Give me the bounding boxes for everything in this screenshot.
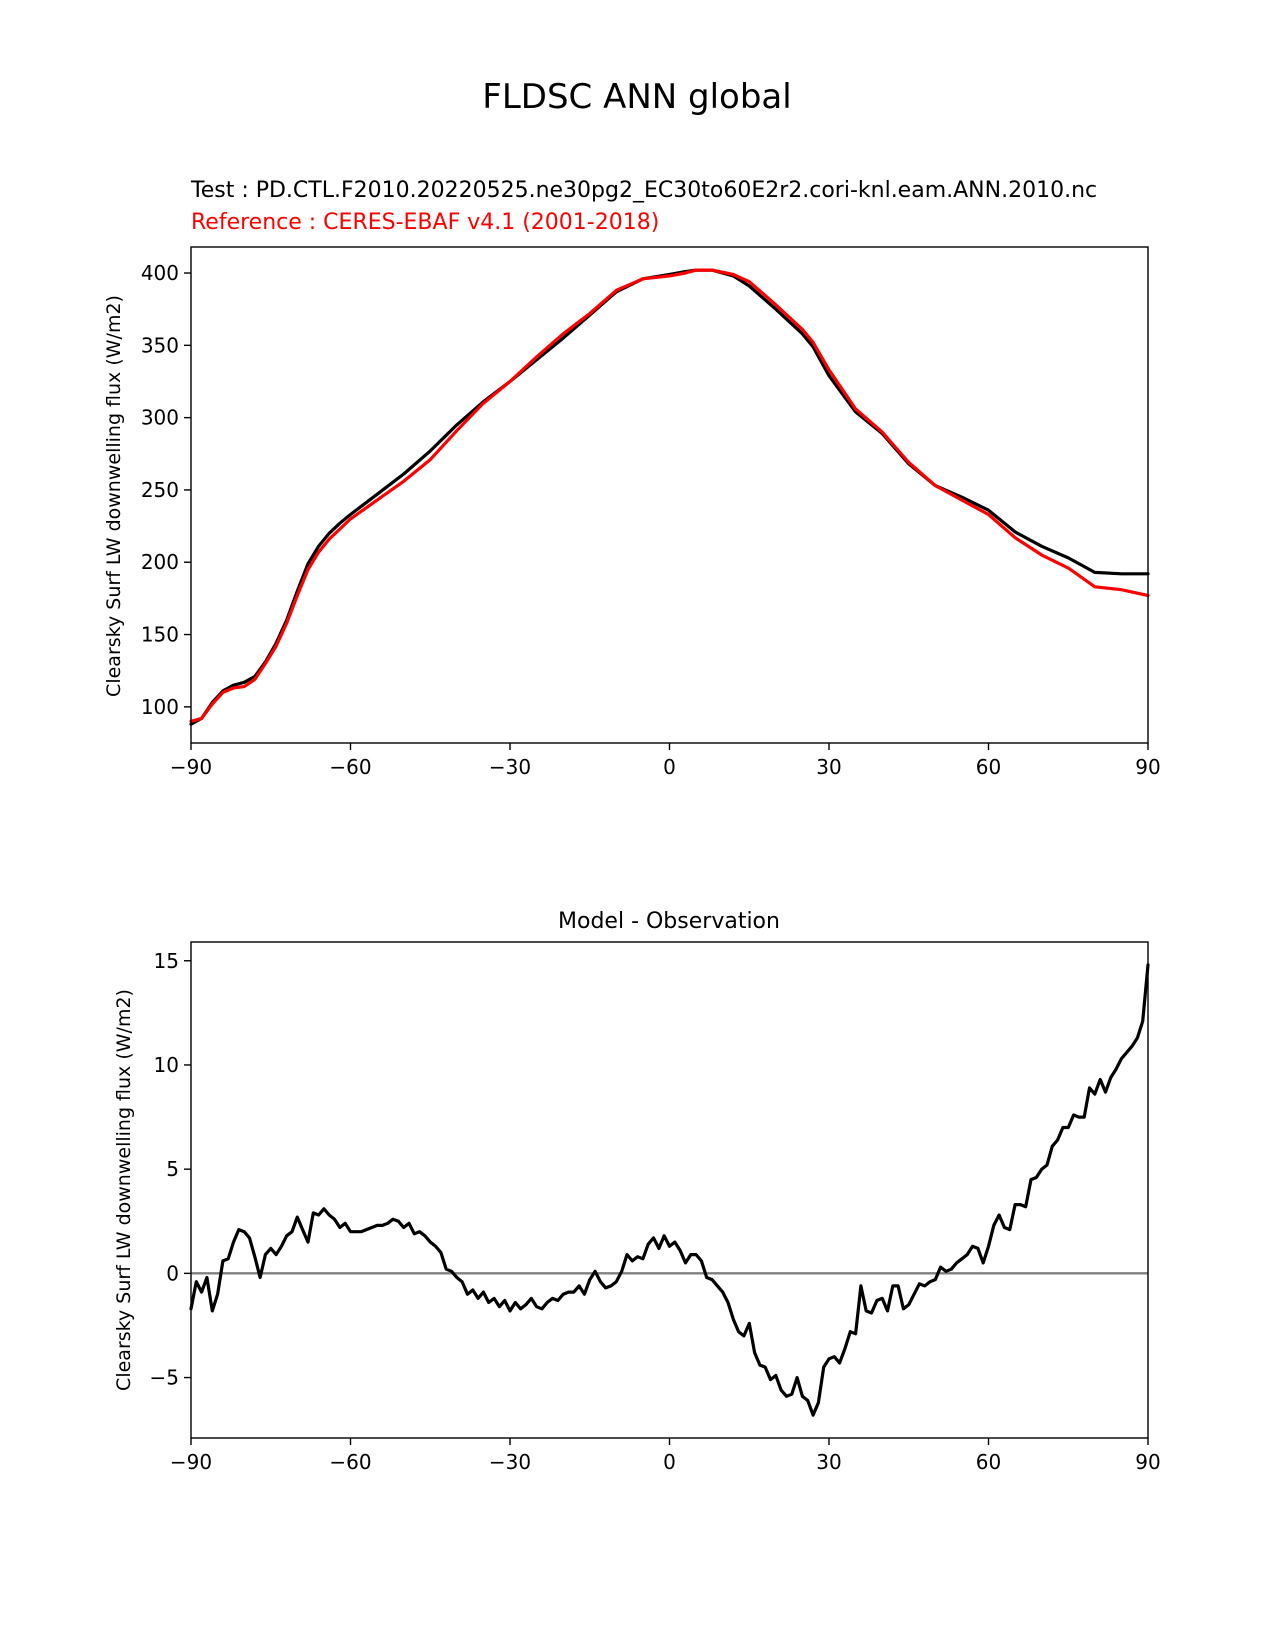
bottom-x-tick-label: −90 [170, 1450, 212, 1474]
bottom-ticks-group: −90 −60 −30 0 30 60 90 −5 0 5 10 15 [150, 949, 1161, 1474]
bottom-x-tick-label: 60 [976, 1450, 1001, 1474]
top-x-tick-label: 0 [663, 755, 676, 779]
top-ticks-group: −90 −60 −30 0 30 60 90 100 150 200 250 300 350 400 [141, 261, 1161, 779]
top-x-tick-label: 60 [976, 755, 1001, 779]
bottom-x-tick-label: −60 [329, 1450, 371, 1474]
top-y-tick-label: 400 [141, 261, 179, 285]
top-x-tick-label: 90 [1135, 755, 1160, 779]
top-y-tick-label: 350 [141, 333, 179, 357]
top-y-tick-label: 250 [141, 478, 179, 502]
top-panel: Test : PD.CTL.F2010.20220525.ne30pg2_EC3… [103, 178, 1161, 779]
bottom-y-tick-label: −5 [150, 1366, 179, 1390]
top-x-tick-label: −60 [329, 755, 371, 779]
bottom-x-tick-label: −30 [489, 1450, 531, 1474]
reference-title: Reference : CERES-EBAF v4.1 (2001-2018) [191, 210, 659, 235]
top-series-group [189, 268, 1150, 726]
bottom-panel: Model - Observation Clearsky Surf LW dow… [113, 909, 1161, 1474]
bottom-y-tick-label: 0 [166, 1261, 179, 1285]
top-series-line-1 [189, 268, 1150, 723]
figure-title: FLDSC ANN global [482, 77, 791, 117]
bottom-series-line-0 [189, 963, 1150, 1417]
top-y-tick-label: 200 [141, 550, 179, 574]
top-series-line-0 [189, 268, 1150, 726]
bottom-x-tick-label: 0 [663, 1450, 676, 1474]
top-y-tick-label: 300 [141, 406, 179, 430]
bottom-y-axis-label: Clearsky Surf LW downwelling flux (W/m2) [113, 989, 135, 1391]
top-y-tick-label: 150 [141, 623, 179, 647]
top-x-tick-label: −30 [489, 755, 531, 779]
diff-title: Model - Observation [558, 909, 780, 934]
bottom-y-tick-label: 10 [154, 1053, 179, 1077]
bottom-series-group [189, 963, 1150, 1417]
test-title: Test : PD.CTL.F2010.20220525.ne30pg2_EC3… [190, 178, 1097, 203]
bottom-y-tick-label: 5 [166, 1157, 179, 1181]
bottom-x-tick-label: 90 [1135, 1450, 1160, 1474]
top-plot-frame [190, 246, 1149, 744]
bottom-x-tick-label: 30 [816, 1450, 841, 1474]
bottom-plot-frame [190, 941, 1149, 1439]
top-x-tick-label: −90 [170, 755, 212, 779]
top-x-tick-label: 30 [816, 755, 841, 779]
top-y-axis-label: Clearsky Surf LW downwelling flux (W/m2) [103, 295, 125, 697]
top-y-tick-label: 100 [141, 695, 179, 719]
bottom-y-tick-label: 15 [154, 949, 179, 973]
